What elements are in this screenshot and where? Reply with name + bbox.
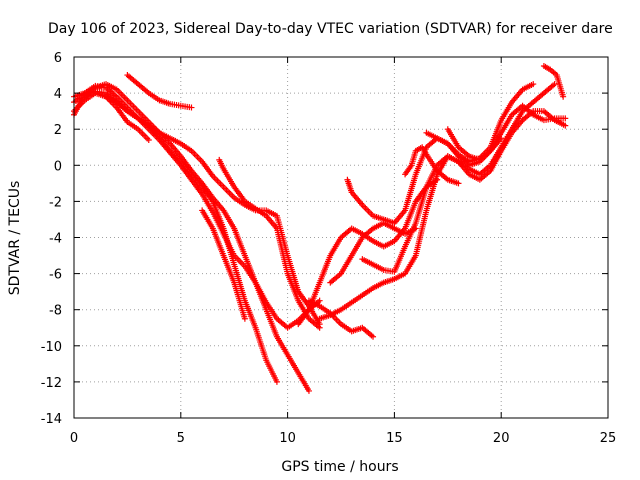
data-point (316, 297, 323, 304)
x-axis-label: GPS time / hours (281, 459, 398, 475)
y-tick-label: 2 (54, 123, 62, 138)
y-tick-label: 6 (54, 51, 62, 66)
data-point (188, 104, 195, 111)
x-tick-label: 5 (177, 431, 185, 446)
series-15 (402, 144, 462, 187)
series-17 (444, 126, 505, 163)
series-7 (216, 156, 323, 331)
data-point (498, 135, 505, 142)
x-tick-label: 25 (600, 431, 617, 446)
data-point (241, 315, 248, 322)
y-axis-label: SDTVAR / TECUs (7, 181, 23, 296)
x-tick-label: 15 (386, 431, 403, 446)
data-point (305, 387, 312, 394)
data-point (562, 122, 569, 129)
y-tick-label: 4 (54, 87, 62, 102)
data-points (71, 63, 569, 394)
data-point (551, 81, 558, 88)
data-point (455, 180, 462, 187)
data-point (316, 324, 323, 331)
data-point (273, 378, 280, 385)
y-tick-label: -2 (49, 195, 62, 210)
axis-ticks: 0 5 10 15 20 25 -14 -12 -10 -8 -6 -4 -2 0 2 4 6 (41, 51, 617, 446)
y-tick-label: -14 (41, 412, 62, 427)
x-tick-label: 20 (493, 431, 510, 446)
x-tick-label: 10 (279, 431, 296, 446)
data-point (370, 333, 377, 340)
data-point (562, 115, 569, 122)
y-tick-label: 0 (54, 159, 62, 174)
y-tick-label: -10 (41, 340, 62, 355)
y-tick-label: -4 (49, 232, 62, 247)
y-tick-label: -12 (41, 376, 62, 391)
series-12 (359, 108, 569, 275)
series-14 (199, 207, 248, 322)
series-13 (305, 297, 377, 340)
data-point (145, 137, 152, 144)
y-tick-label: -6 (49, 268, 62, 283)
data-point (560, 93, 567, 100)
data-point (530, 81, 537, 88)
y-tick-label: -8 (49, 304, 62, 319)
series-6 (103, 93, 323, 328)
chart-title: Day 106 of 2023, Sidereal Day-to-day VTE… (48, 21, 613, 37)
series-5 (124, 72, 195, 111)
x-tick-label: 0 (70, 431, 78, 446)
series-18 (540, 63, 567, 100)
